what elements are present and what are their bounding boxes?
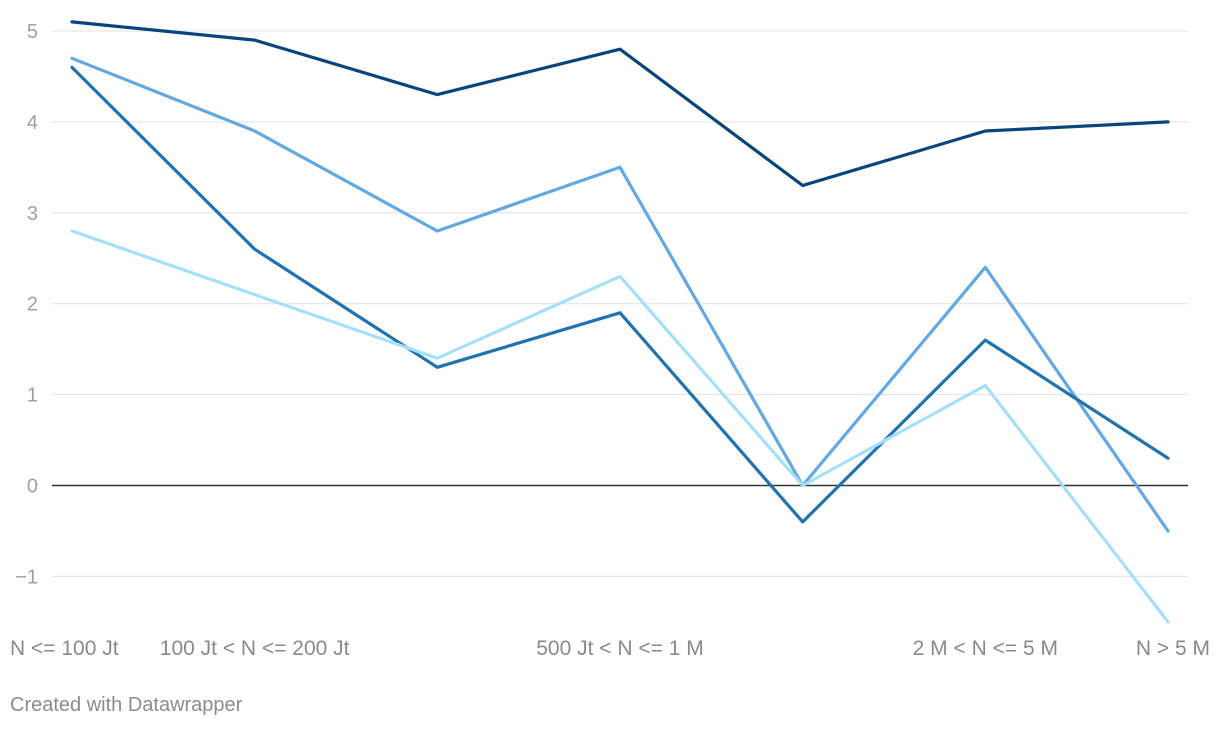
y-tick-label: 2 [27, 294, 38, 316]
y-tick-label: 1 [27, 385, 38, 407]
x-tick-label: N <= 100 Jt [10, 637, 119, 660]
credit-text[interactable]: Created with Datawrapper [10, 694, 243, 716]
x-tick-label: 2 M < N <= 5 M [913, 637, 1058, 660]
x-axis-ticks: N <= 100 Jt 100 Jt < N <= 200 Jt 500 Jt < … [10, 637, 1210, 660]
x-tick-label: N > 5 M [1136, 637, 1210, 660]
y-tick-label: 0 [27, 476, 38, 498]
y-tick-label: 3 [27, 203, 38, 225]
y-tick-label: 5 [27, 21, 38, 43]
series-lines [70, 20, 1170, 624]
series-line-1[interactable] [70, 20, 1170, 188]
y-tick-label: 4 [27, 112, 38, 134]
y-tick-label: −1 [15, 566, 38, 588]
y-axis-ticks: 5 4 3 2 1 0 −1 [15, 21, 38, 588]
x-tick-label: 500 Jt < N <= 1 M [536, 637, 704, 660]
gridlines [52, 30, 1188, 577]
x-tick-label: 100 Jt < N <= 200 Jt [160, 637, 350, 660]
series-line-4[interactable] [70, 229, 1170, 624]
